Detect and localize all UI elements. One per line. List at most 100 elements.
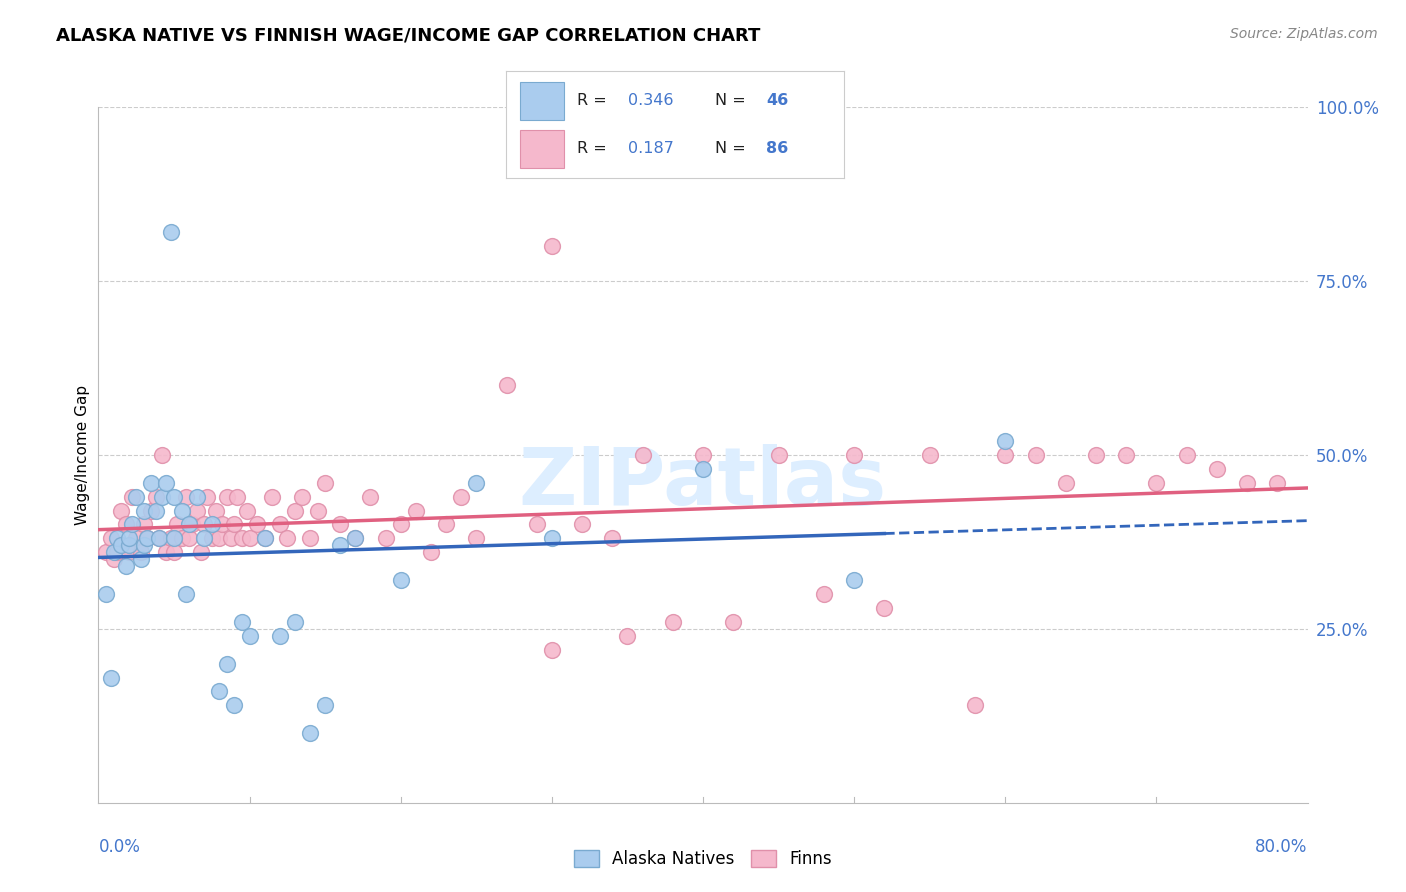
Point [662,615,685,629]
Point [1054,475,1077,490]
Point [1175,448,1198,462]
Point [132,538,155,552]
Point [160,225,183,239]
Point [179,532,201,546]
Point [994,448,1017,462]
Point [150,490,173,504]
Point [132,503,155,517]
Point [100,671,122,685]
Point [100,532,122,546]
Point [201,532,224,546]
Point [405,503,427,517]
Text: 86: 86 [766,142,789,156]
Point [844,448,866,462]
Point [465,475,488,490]
Point [495,378,517,392]
Legend: Alaska Natives, Finns: Alaska Natives, Finns [567,843,839,874]
Point [205,503,228,517]
Point [170,503,193,517]
Point [201,517,224,532]
Point [602,532,624,546]
Point [291,490,314,504]
Point [253,532,276,546]
Text: N =: N = [716,142,751,156]
Text: R =: R = [576,94,612,108]
Point [813,587,835,601]
Point [141,475,163,490]
Point [616,629,638,643]
Point [211,517,233,532]
Point [965,698,987,713]
Point [918,448,941,462]
Point [253,532,276,546]
Point [329,517,352,532]
Text: 0.0%: 0.0% [98,838,141,856]
Point [239,629,262,643]
Point [174,490,197,504]
Point [314,698,336,713]
Text: 80.0%: 80.0% [1256,838,1308,856]
Point [105,532,128,546]
Point [571,517,593,532]
Text: 0.346: 0.346 [627,94,673,108]
Point [994,434,1017,448]
Y-axis label: Wage/Income Gap: Wage/Income Gap [75,384,90,525]
Point [195,490,218,504]
Point [269,517,291,532]
Point [692,462,714,476]
Point [118,532,141,546]
Point [1085,448,1108,462]
Point [329,538,352,552]
Point [160,532,183,546]
Point [103,545,125,559]
Point [193,532,215,546]
Point [129,545,152,559]
Point [262,490,284,504]
Point [186,490,208,504]
Point [844,573,866,587]
Point [540,239,562,253]
Point [540,532,562,546]
Point [121,490,143,504]
Point [768,448,790,462]
Point [135,532,157,546]
Point [215,490,238,504]
Point [118,545,141,559]
Text: Source: ZipAtlas.com: Source: ZipAtlas.com [1230,27,1378,41]
Point [231,532,253,546]
Point [208,532,231,546]
Point [193,517,215,532]
Point [246,517,269,532]
Point [114,559,136,574]
Point [360,490,382,504]
Point [235,503,257,517]
Point [155,475,177,490]
Point [226,490,249,504]
Point [239,532,262,546]
Point [94,587,117,601]
Text: 0.187: 0.187 [627,142,673,156]
Point [450,490,472,504]
Point [631,448,654,462]
Point [389,517,412,532]
Point [389,573,412,587]
Point [1267,475,1289,490]
Point [434,517,457,532]
Point [163,545,186,559]
Point [170,532,193,546]
Point [150,448,173,462]
Point [186,503,208,517]
Point [284,615,307,629]
Point [103,552,125,566]
Point [540,642,562,657]
Point [110,503,132,517]
Point [873,601,896,615]
Point [125,490,148,504]
Point [125,532,148,546]
Point [105,545,128,559]
Point [221,532,243,546]
Point [526,517,548,532]
Point [1206,462,1229,476]
Point [1024,448,1046,462]
Point [1115,448,1137,462]
